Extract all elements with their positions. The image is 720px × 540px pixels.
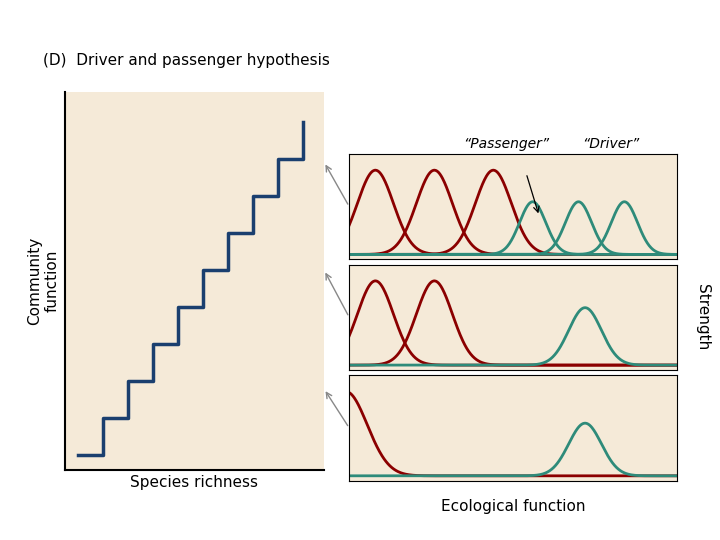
Text: (D)  Driver and passenger hypothesis: (D) Driver and passenger hypothesis (43, 52, 330, 68)
Y-axis label: Community
function: Community function (27, 237, 59, 325)
Text: Ecological function: Ecological function (441, 500, 585, 515)
Text: “Passenger”: “Passenger” (464, 137, 549, 151)
X-axis label: Species richness: Species richness (130, 475, 258, 490)
Text: “Driver”: “Driver” (582, 137, 640, 151)
Text: Strength: Strength (695, 284, 709, 350)
Text: Figure 19.22  Hypotheses on Species Richness and Community Function (Part 4): Figure 19.22 Hypotheses on Species Richn… (7, 11, 621, 26)
